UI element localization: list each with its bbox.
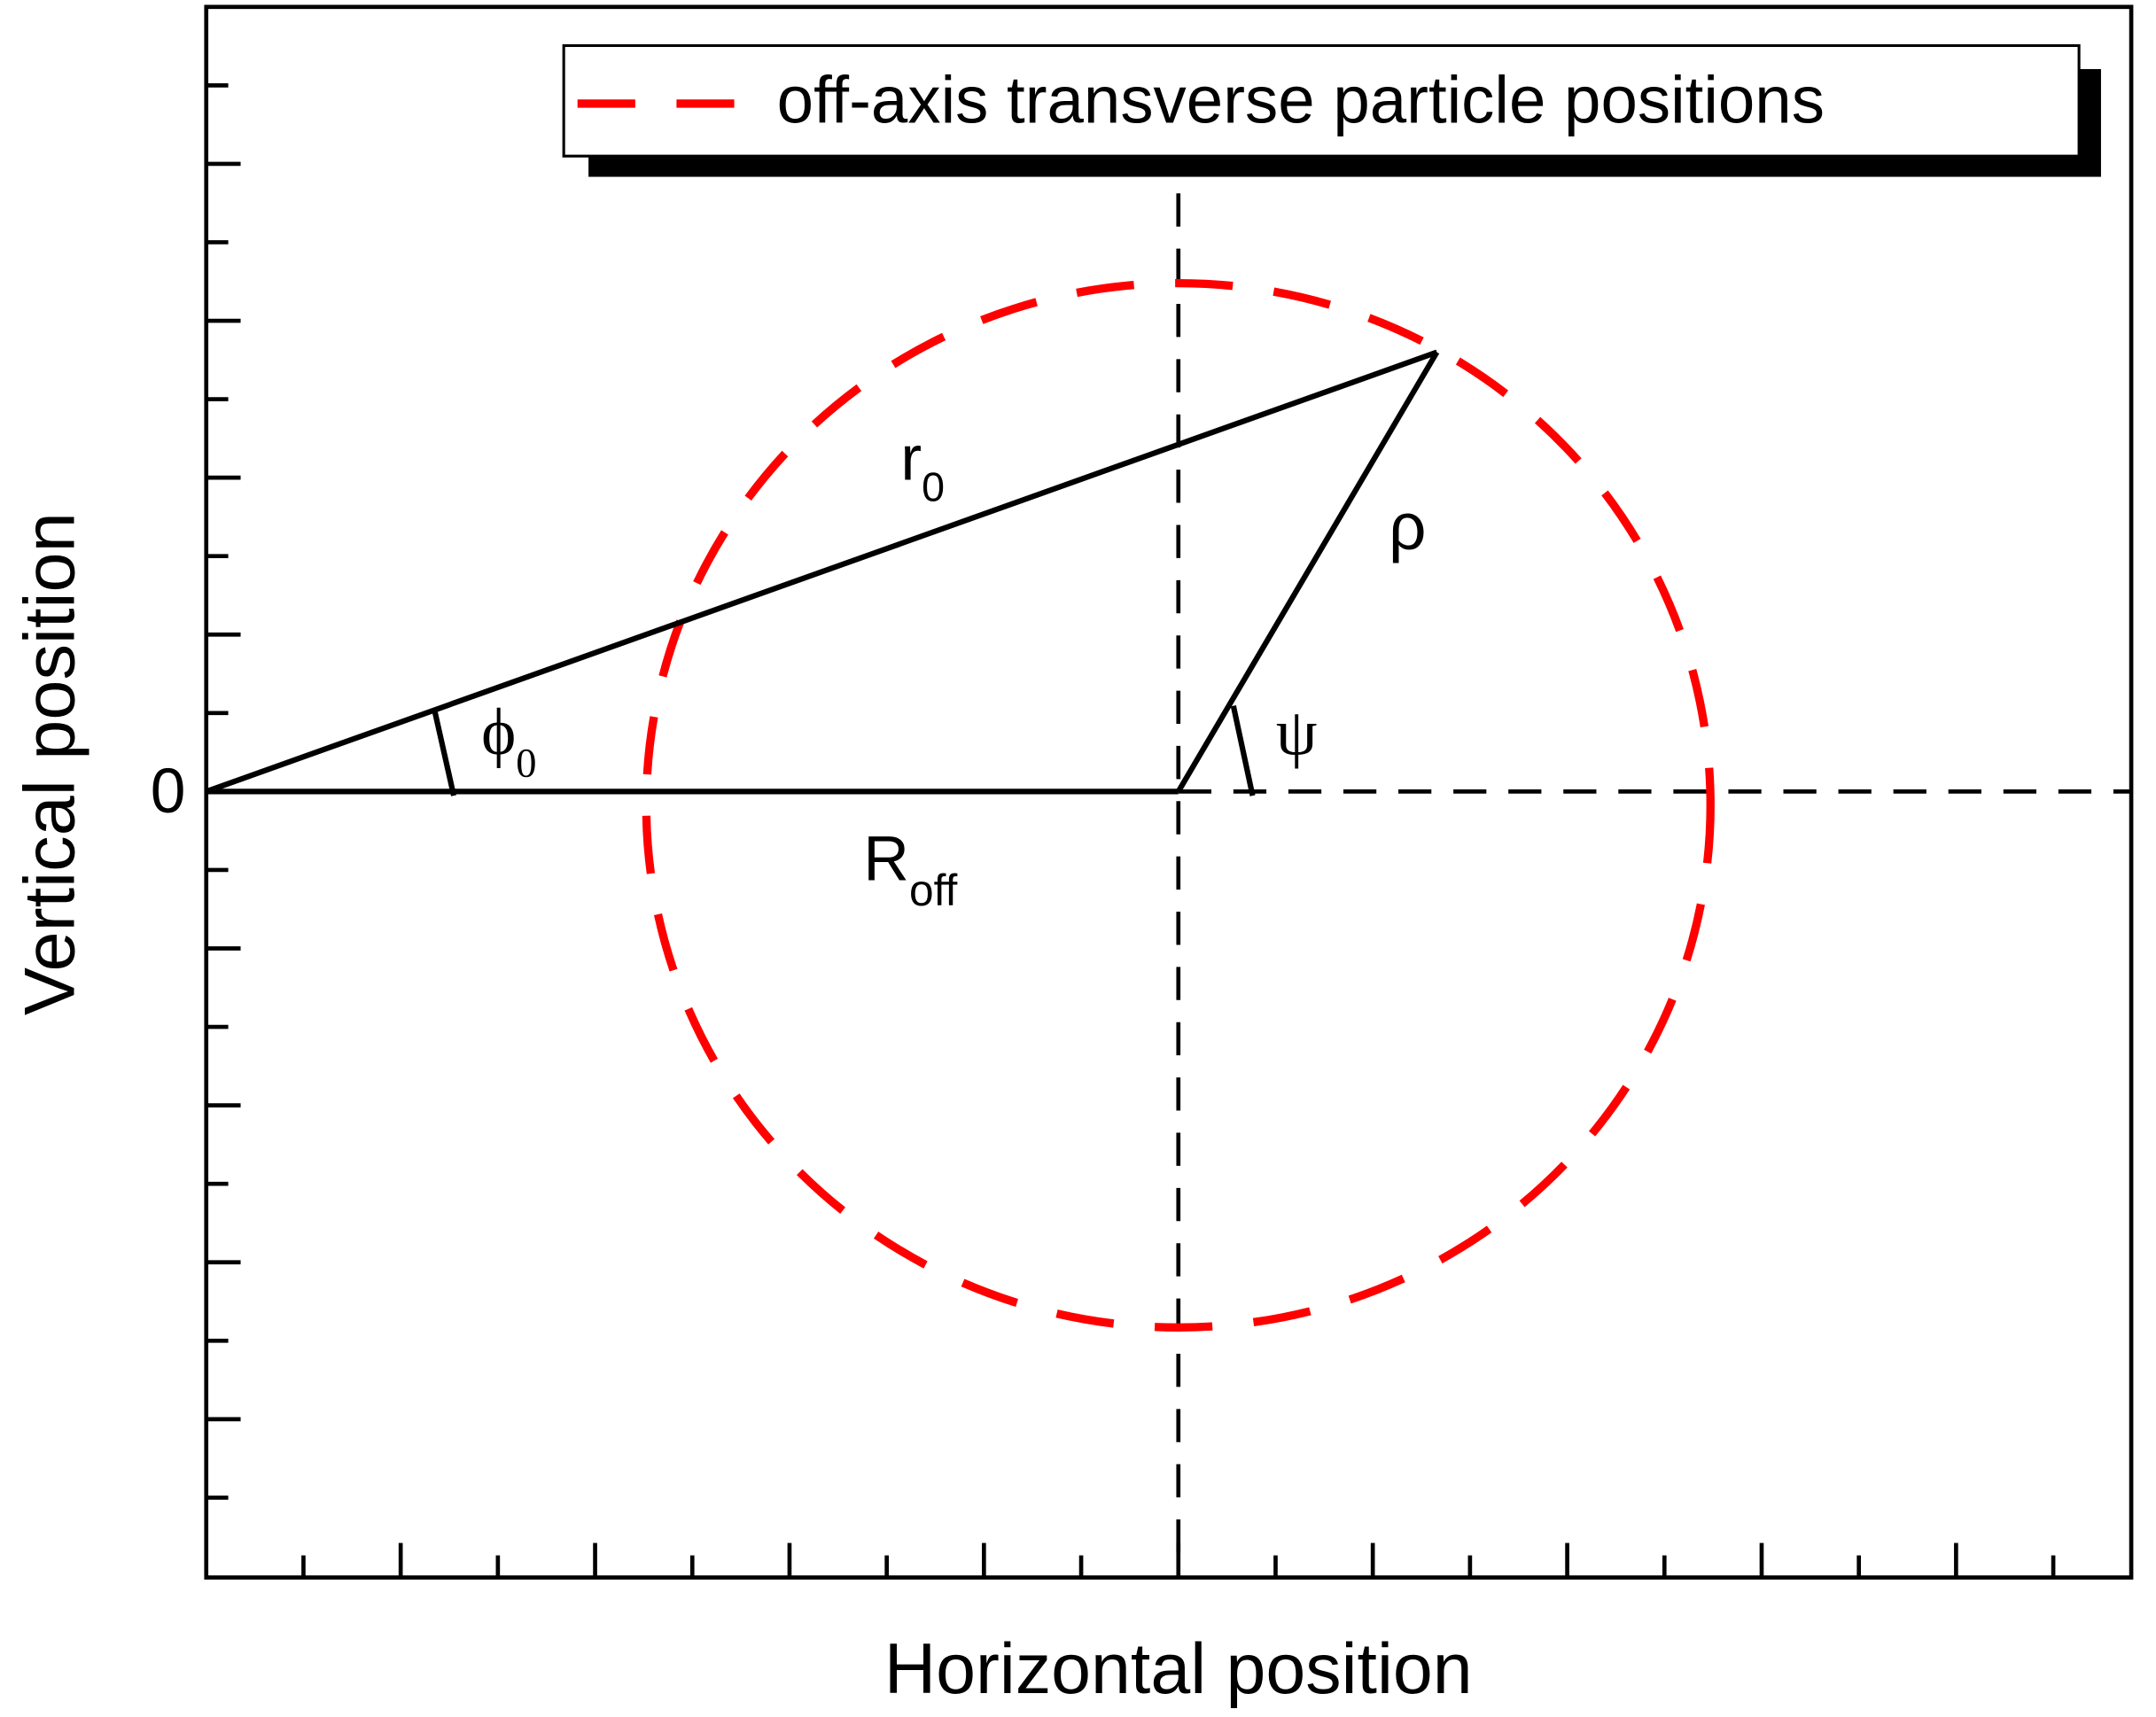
psi-label: ψ [1276, 695, 1318, 769]
x-axis-label: Horizontal position [884, 1629, 1473, 1709]
particle-circle [642, 278, 1715, 1332]
r0-sub: 0 [922, 464, 945, 510]
r0-line [205, 349, 1438, 795]
rho-label: ρ [1389, 489, 1426, 563]
r-off-sub: off [909, 866, 957, 915]
psi-arc-mark [1230, 705, 1256, 796]
rho-line [1176, 350, 1440, 793]
r0-main: r [900, 423, 922, 493]
y-axis-label: Vertical position [11, 512, 90, 1015]
phi0-main: ϕ [481, 695, 516, 769]
y-tick-label: 0 [151, 756, 186, 827]
r-off-main: R [863, 823, 909, 894]
phi-arc-mark [432, 709, 457, 796]
r0-label: r0 [900, 423, 945, 510]
phi0-label: ϕ0 [481, 695, 536, 786]
r-off-label: Roff [863, 823, 957, 915]
legend-box [562, 43, 2081, 158]
phi0-sub: 0 [516, 740, 536, 786]
ticks [206, 83, 2056, 1578]
legend-label: off-axis transverse particle positions [777, 62, 1825, 136]
